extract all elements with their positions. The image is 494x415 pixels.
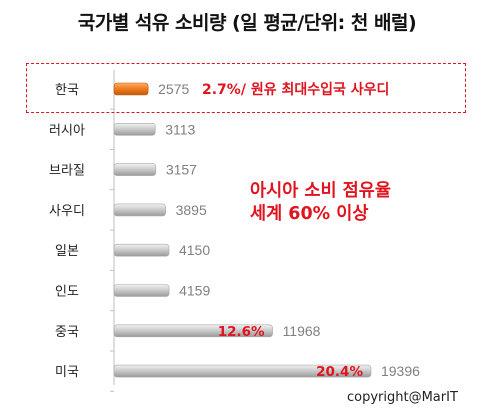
chart-title: 국가별 석유 소비량 (일 평균/단위: 천 배럴) (77, 12, 417, 34)
bar (113, 163, 157, 176)
value-label: 4159 (179, 283, 210, 299)
korea-annotation: 2.7%/ 원유 최대수입국 사우디 (202, 82, 390, 98)
share-label: 12.6% (218, 324, 265, 340)
value-label: 3157 (166, 162, 197, 178)
value-label: 19396 (381, 363, 420, 379)
bar (113, 123, 156, 136)
bar (113, 284, 170, 297)
asia-share-annotation-line2: 세계 60% 이상 (250, 204, 369, 224)
korea-highlight-box (26, 63, 466, 113)
value-label: 3895 (176, 202, 207, 218)
bar (113, 324, 273, 338)
bar (113, 364, 372, 378)
category-label: 사우디 (49, 204, 85, 219)
category-label: 미국 (55, 365, 79, 380)
copyright-text: copyright@MarIT (347, 390, 458, 405)
category-label: 브라질 (49, 164, 85, 179)
bar-highlighted (113, 82, 149, 96)
category-label: 중국 (55, 325, 79, 340)
category-label: 한국 (55, 83, 79, 98)
asia-share-annotation-line1: 아시아 소비 점유율 (250, 181, 391, 201)
bar (113, 243, 170, 257)
share-label: 20.4% (316, 364, 363, 380)
category-label: 인도 (55, 285, 79, 300)
category-label: 일본 (55, 244, 79, 259)
value-label: 3113 (165, 121, 195, 137)
value-label: 4150 (179, 242, 210, 258)
bar (113, 203, 166, 217)
value-label: 11968 (283, 323, 321, 339)
value-label: 2575 (158, 81, 189, 97)
category-label: 러시아 (49, 123, 85, 138)
